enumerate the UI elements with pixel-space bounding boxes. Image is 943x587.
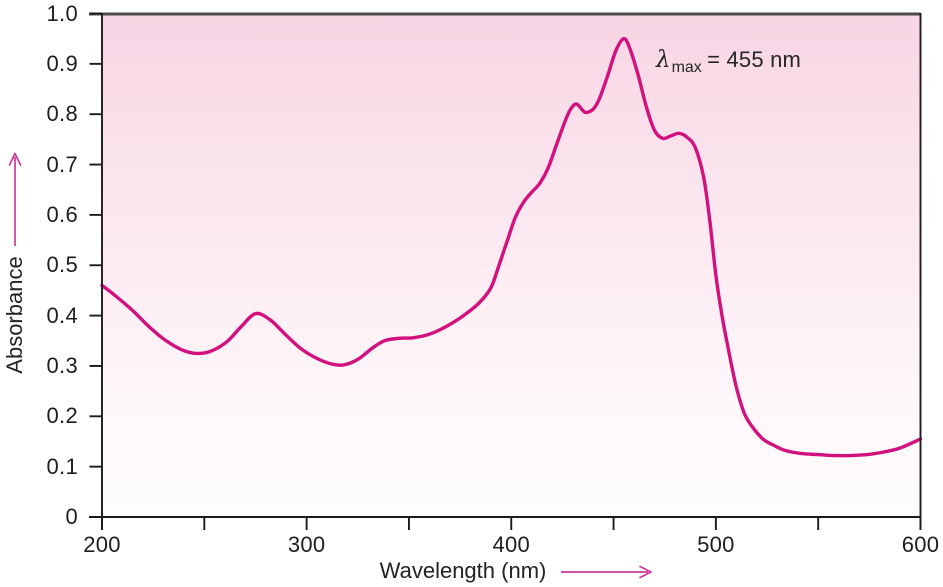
y-tick-label: 0.9 [46, 50, 78, 76]
plot-background [102, 14, 921, 517]
y-tick-label: 1.0 [46, 0, 78, 26]
y-tick-label: 0.8 [46, 101, 78, 127]
x-tick-label: 200 [83, 532, 121, 557]
x-tick-label: 300 [287, 532, 326, 557]
y-tick-label: 0 [65, 504, 78, 529]
y-tick-label: 0.6 [46, 201, 78, 227]
y-tick-label: 0.7 [46, 151, 78, 177]
y-tick-label: 0.5 [46, 252, 78, 278]
wavelength-right-arrowhead [639, 565, 652, 579]
y-tick-label: 0.2 [46, 403, 78, 429]
x-tick-label: 400 [492, 532, 531, 557]
y-tick-label: 0.4 [46, 302, 78, 328]
absorbance-up-arrowhead [8, 152, 22, 166]
x-axis-title: Wavelength (nm) [379, 558, 547, 583]
absorbance-curve [100, 37, 923, 458]
lambda-symbol: λ [656, 47, 671, 73]
lambda-max-annotation: λmax = 455 nm [656, 45, 802, 76]
y-tick-label: 0.3 [46, 352, 78, 378]
lambda-max-value: = 455 nm [700, 47, 802, 72]
x-tick-label: 600 [901, 532, 940, 557]
x-tick-label: 500 [697, 532, 735, 557]
y-tick-label: 0.1 [46, 453, 78, 479]
lambda-subscript: max [671, 59, 702, 76]
